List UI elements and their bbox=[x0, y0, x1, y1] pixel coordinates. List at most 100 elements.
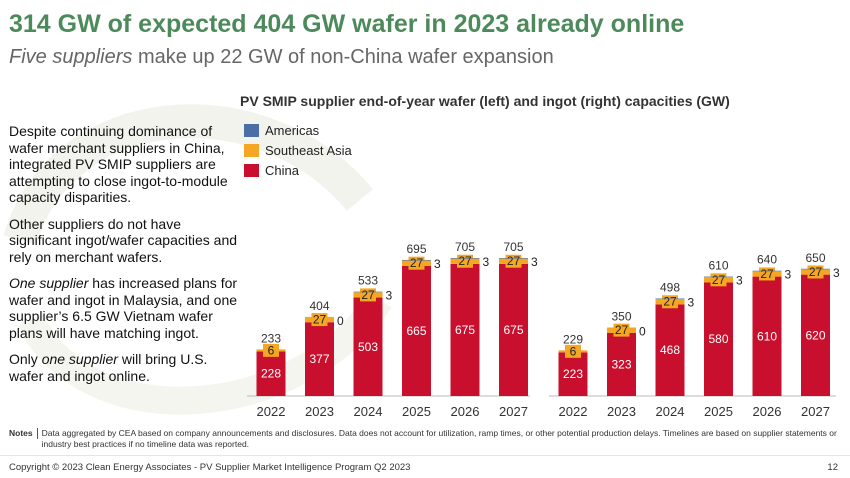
chart-title: PV SMIP supplier end-of-year wafer (left… bbox=[240, 93, 730, 109]
ingot-2022-total-label: 229 bbox=[563, 332, 583, 346]
wafer-2027-china-label: 675 bbox=[503, 323, 523, 337]
ingot-2023-china-label: 323 bbox=[611, 357, 631, 371]
ingot-2025-x-tick: 2025 bbox=[704, 404, 733, 419]
wafer-2026-china-label: 675 bbox=[455, 323, 475, 337]
paragraph-4: Only one supplier will bring U.S. wafer … bbox=[9, 351, 239, 384]
ingot-2027-x-tick: 2027 bbox=[801, 404, 830, 419]
paragraph-3-text: has increased plans for wafer and ingot … bbox=[9, 275, 238, 341]
notes-label: Notes bbox=[9, 428, 33, 438]
ingot-2027-sea-label-box bbox=[807, 265, 824, 279]
ingot-2025-china-label: 580 bbox=[708, 332, 728, 346]
wafer-2024-americas-bar bbox=[353, 291, 383, 293]
ingot-2027-americas-bar bbox=[801, 268, 830, 270]
ingot-2023-sea-label-box bbox=[613, 323, 630, 337]
wafer-2025-americas-label: 3 bbox=[434, 257, 441, 271]
wafer-2023-x-tick: 2023 bbox=[305, 404, 334, 419]
legend-item-china: China bbox=[244, 160, 352, 180]
wafer-2026-sea-label-box bbox=[457, 254, 473, 268]
ingot-2025-sea-label-box bbox=[710, 273, 727, 287]
paragraph-2: Other suppliers do not have significant … bbox=[9, 216, 239, 266]
wafer-2023-total-label: 404 bbox=[309, 299, 329, 313]
wafer-2027-china-bar bbox=[499, 263, 528, 396]
ingot-2023-sea-label: 27 bbox=[615, 323, 629, 337]
legend-label-southeast-asia: Southeast Asia bbox=[265, 142, 352, 158]
wafer-2024-china-bar bbox=[353, 297, 383, 396]
page-subtitle: Five suppliers make up 22 GW of non-Chin… bbox=[9, 46, 554, 69]
wafer-2027-x-tick: 2027 bbox=[499, 404, 528, 419]
wafer-2023-china-label: 377 bbox=[309, 352, 329, 366]
wafer-2022-sea-label-box bbox=[263, 343, 279, 357]
wafer-2025-sea-label-box bbox=[408, 256, 425, 270]
ingot-2024-sea-label-box bbox=[662, 295, 678, 309]
ingot-2022-china-label: 223 bbox=[563, 367, 583, 381]
wafer-2024-sea-label: 27 bbox=[361, 288, 375, 302]
ingot-2025-total-label: 610 bbox=[708, 259, 728, 273]
paragraph-4-text: will bring U.S. wafer and ingot online. bbox=[9, 351, 208, 384]
legend-item-americas: Americas bbox=[244, 120, 352, 140]
ingot-2025-americas-label: 3 bbox=[736, 274, 743, 288]
wafer-2027-sea-label-box bbox=[505, 254, 522, 268]
wafer-2027-total-label: 705 bbox=[503, 240, 523, 254]
wafer-2023-sea-label: 27 bbox=[313, 313, 327, 327]
ingot-2024-americas-bar bbox=[655, 298, 685, 300]
wafer-2022-total-label: 233 bbox=[261, 331, 281, 345]
wafer-2024-sea-label-box bbox=[360, 288, 376, 302]
notes-text: Data aggregated by CEA based on company … bbox=[41, 428, 837, 449]
wafer-2026-x-tick: 2026 bbox=[451, 404, 480, 419]
wafer-2026-americas-bar bbox=[450, 258, 480, 259]
ingot-2027-china-label: 620 bbox=[805, 328, 825, 342]
wafer-2023-americas-label: 0 bbox=[337, 314, 344, 328]
ingot-2026-total-label: 640 bbox=[757, 253, 777, 267]
wafer-2022-sea-label: 6 bbox=[268, 343, 275, 357]
ingot-2024-americas-label: 3 bbox=[688, 296, 695, 310]
ingot-2025-china-bar bbox=[704, 282, 733, 396]
notes: Notes Data aggregated by CEA based on co… bbox=[9, 428, 841, 450]
wafer-2027-sea-label: 27 bbox=[507, 254, 521, 268]
wafer-2024-total-label: 533 bbox=[358, 274, 378, 288]
ingot-2022-sea-label: 6 bbox=[570, 344, 577, 358]
notes-divider bbox=[36, 428, 38, 439]
subtitle-rest: make up 22 GW of non-China wafer expansi… bbox=[132, 46, 554, 68]
ingot-2022-x-tick: 2022 bbox=[559, 404, 588, 419]
legend-label-americas: Americas bbox=[265, 122, 320, 138]
commentary: Despite continuing dominance of wafer me… bbox=[9, 123, 239, 394]
wafer-2023-china-bar bbox=[305, 322, 334, 396]
wafer-2022-china-bar bbox=[256, 351, 286, 396]
wafer-2025-china-bar bbox=[402, 265, 431, 396]
wafer-2025-total-label: 695 bbox=[406, 242, 426, 256]
paragraph-4-em: one supplier bbox=[41, 351, 118, 367]
footer-divider bbox=[0, 455, 850, 456]
ingot-2024-x-tick: 2024 bbox=[656, 404, 685, 419]
paragraph-4-lead: Only bbox=[9, 351, 42, 367]
ingot-2026-sea-label-box bbox=[759, 267, 775, 281]
wafer-2022-china-label: 228 bbox=[261, 367, 281, 381]
ingot-2023-china-bar bbox=[607, 332, 636, 396]
ingot-2026-americas-label: 3 bbox=[785, 268, 792, 282]
page-number: 12 bbox=[827, 462, 838, 473]
ingot-2024-sea-label: 27 bbox=[663, 295, 677, 309]
wafer-2025-sea-label: 27 bbox=[410, 256, 424, 270]
paragraph-3-em: One supplier bbox=[9, 275, 89, 291]
page-title: 314 GW of expected 404 GW wafer in 2023 … bbox=[9, 10, 685, 38]
ingot-2022-china-bar bbox=[558, 352, 588, 396]
wafer-2026-china-bar bbox=[450, 263, 480, 396]
ingot-2027-china-bar bbox=[801, 274, 830, 396]
wafer-2025-americas-bar bbox=[402, 259, 431, 261]
paragraph-2-text: Other suppliers do not have significant … bbox=[9, 215, 238, 265]
ingot-2023-total-label: 350 bbox=[611, 309, 631, 323]
ingot-2025-sea-label: 27 bbox=[712, 273, 726, 287]
wafer-2026-americas-label: 3 bbox=[483, 255, 490, 269]
wafer-2025-china-label: 665 bbox=[406, 324, 426, 338]
ingot-2024-total-label: 498 bbox=[660, 281, 680, 295]
wafer-2024-americas-label: 3 bbox=[386, 289, 393, 303]
wafer-2027-americas-label: 3 bbox=[531, 255, 538, 269]
ingot-2026-china-bar bbox=[752, 276, 782, 396]
ingot-2027-americas-label: 3 bbox=[833, 266, 840, 280]
ingot-2023-americas-label: 0 bbox=[639, 324, 646, 338]
paragraph-1-text: Despite continuing dominance of wafer me… bbox=[9, 123, 228, 205]
legend-swatch-southeast-asia bbox=[244, 143, 259, 157]
chart-legend: Americas Southeast Asia China bbox=[244, 120, 352, 180]
wafer-2027-americas-bar bbox=[499, 258, 528, 259]
wafer-2026-sea-label: 27 bbox=[458, 254, 472, 268]
